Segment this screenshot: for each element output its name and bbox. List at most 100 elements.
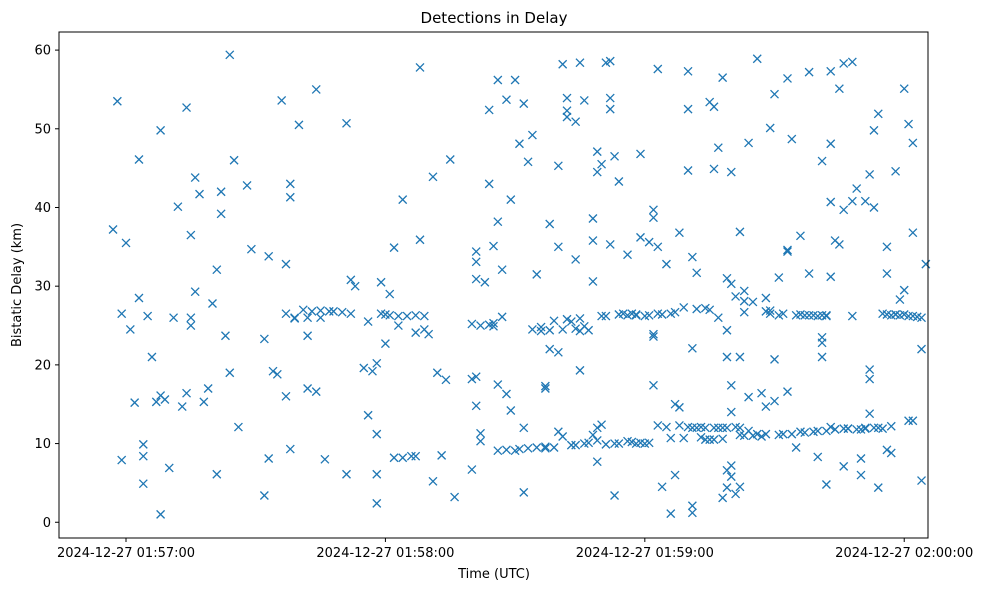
data-point: [791, 443, 801, 452]
data-point: [190, 287, 200, 297]
data-point: [735, 352, 745, 362]
data-point: [592, 167, 602, 177]
data-point: [393, 311, 403, 321]
data-point: [891, 166, 901, 176]
data-point: [523, 443, 533, 453]
data-point: [709, 102, 719, 112]
data-point: [493, 217, 503, 227]
data-point: [865, 374, 875, 384]
data-point: [138, 439, 148, 449]
data-point: [722, 273, 732, 283]
data-point: [350, 281, 360, 291]
data-point: [649, 213, 658, 223]
data-point: [713, 313, 723, 323]
data-point: [687, 423, 697, 433]
data-point: [886, 421, 896, 431]
data-point: [860, 196, 870, 206]
data-point: [303, 313, 313, 323]
data-point: [536, 322, 546, 332]
data-point: [765, 306, 775, 316]
data-point: [679, 302, 689, 312]
data-point: [683, 104, 693, 114]
data-point: [186, 313, 196, 323]
data-point: [709, 423, 719, 433]
data-point: [143, 311, 153, 321]
data-point: [553, 242, 563, 252]
data-point: [761, 402, 771, 412]
data-point: [731, 291, 741, 301]
data-point: [904, 119, 914, 129]
data-point: [852, 184, 862, 194]
data-point: [674, 402, 684, 412]
data-point: [666, 433, 676, 443]
data-point: [847, 311, 857, 321]
data-point: [687, 508, 697, 518]
data-point: [411, 451, 421, 461]
data-point: [156, 509, 166, 519]
data-point: [735, 423, 745, 433]
data-point: [311, 387, 321, 397]
y-axis-label: Bistatic Delay (km): [10, 223, 25, 347]
data-point: [839, 59, 849, 68]
data-point: [411, 310, 421, 320]
data-point: [744, 392, 754, 402]
data-point: [770, 396, 779, 406]
data-point: [164, 463, 174, 473]
data-point: [298, 305, 308, 315]
data-point: [367, 366, 377, 376]
data-point: [661, 422, 671, 432]
data-point: [722, 483, 732, 493]
data-point: [653, 64, 663, 74]
data-point: [683, 166, 693, 175]
data-point: [765, 309, 775, 319]
data-point: [882, 242, 892, 252]
data-point: [692, 304, 702, 314]
data-point: [761, 429, 771, 439]
data-point: [739, 307, 749, 317]
data-point: [623, 250, 632, 260]
data-point: [467, 319, 477, 329]
data-point: [834, 84, 844, 94]
data-point: [553, 347, 563, 357]
data-point: [908, 416, 918, 426]
data-point: [342, 118, 351, 128]
data-point: [908, 228, 918, 238]
data-point: [540, 381, 550, 391]
data-point: [843, 424, 853, 434]
data-point: [904, 311, 914, 321]
data-point: [428, 172, 438, 182]
data-point: [696, 432, 706, 442]
data-point: [865, 169, 875, 179]
data-point: [722, 325, 732, 335]
data-point: [873, 109, 883, 119]
data-point: [532, 269, 542, 279]
data-point: [182, 388, 191, 398]
data-point: [398, 453, 408, 463]
data-point: [592, 435, 602, 445]
data-point: [886, 448, 896, 458]
data-point: [346, 309, 356, 319]
data-point: [225, 368, 235, 378]
data-point: [229, 155, 239, 165]
data-point: [471, 274, 481, 284]
data-point: [778, 309, 788, 319]
data-point: [588, 276, 598, 286]
data-point: [674, 421, 684, 430]
data-point: [683, 66, 693, 76]
data-point: [826, 197, 836, 207]
data-point: [389, 243, 399, 253]
data-point: [783, 387, 792, 397]
data-point: [605, 104, 615, 114]
data-point: [787, 134, 797, 144]
data-point: [588, 430, 598, 440]
data-point: [134, 155, 144, 164]
data-point: [441, 375, 451, 385]
data-point: [735, 482, 745, 492]
data-point: [830, 424, 840, 434]
data-point: [687, 343, 697, 353]
data-point: [787, 429, 797, 439]
data-point: [670, 470, 680, 480]
data-point: [726, 407, 736, 417]
data-point: [437, 450, 447, 460]
data-point: [817, 338, 827, 348]
